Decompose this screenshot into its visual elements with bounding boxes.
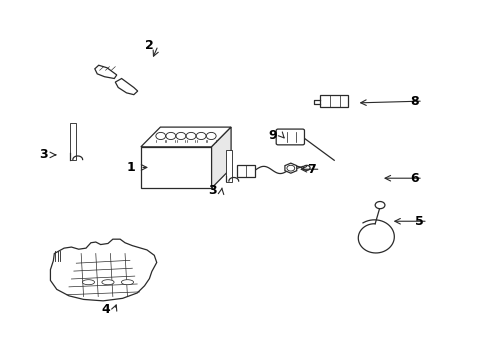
Circle shape [156,132,165,140]
Text: 9: 9 [268,129,277,142]
Ellipse shape [82,280,94,285]
Text: 1: 1 [127,161,136,174]
Polygon shape [141,127,231,147]
FancyBboxPatch shape [276,129,304,145]
Bar [70,123,76,160]
Text: 7: 7 [307,163,316,176]
Circle shape [374,202,384,209]
Circle shape [186,132,196,140]
Polygon shape [115,78,138,95]
Ellipse shape [102,280,114,285]
Circle shape [303,165,309,170]
Text: 6: 6 [409,172,418,185]
Text: 2: 2 [145,39,154,52]
Text: 3: 3 [39,148,48,161]
Circle shape [196,132,205,140]
Bar [237,165,255,177]
Ellipse shape [121,280,133,285]
Bar [320,95,347,107]
Circle shape [286,165,294,171]
Text: 3: 3 [208,184,217,197]
Bar [141,147,211,188]
Text: 5: 5 [414,215,423,228]
Circle shape [165,132,175,140]
Text: 8: 8 [409,95,418,108]
Text: 4: 4 [101,303,110,316]
Circle shape [176,132,185,140]
Circle shape [206,132,216,140]
Bar [225,149,231,182]
Polygon shape [211,127,231,188]
Polygon shape [50,239,157,301]
Polygon shape [95,65,117,78]
